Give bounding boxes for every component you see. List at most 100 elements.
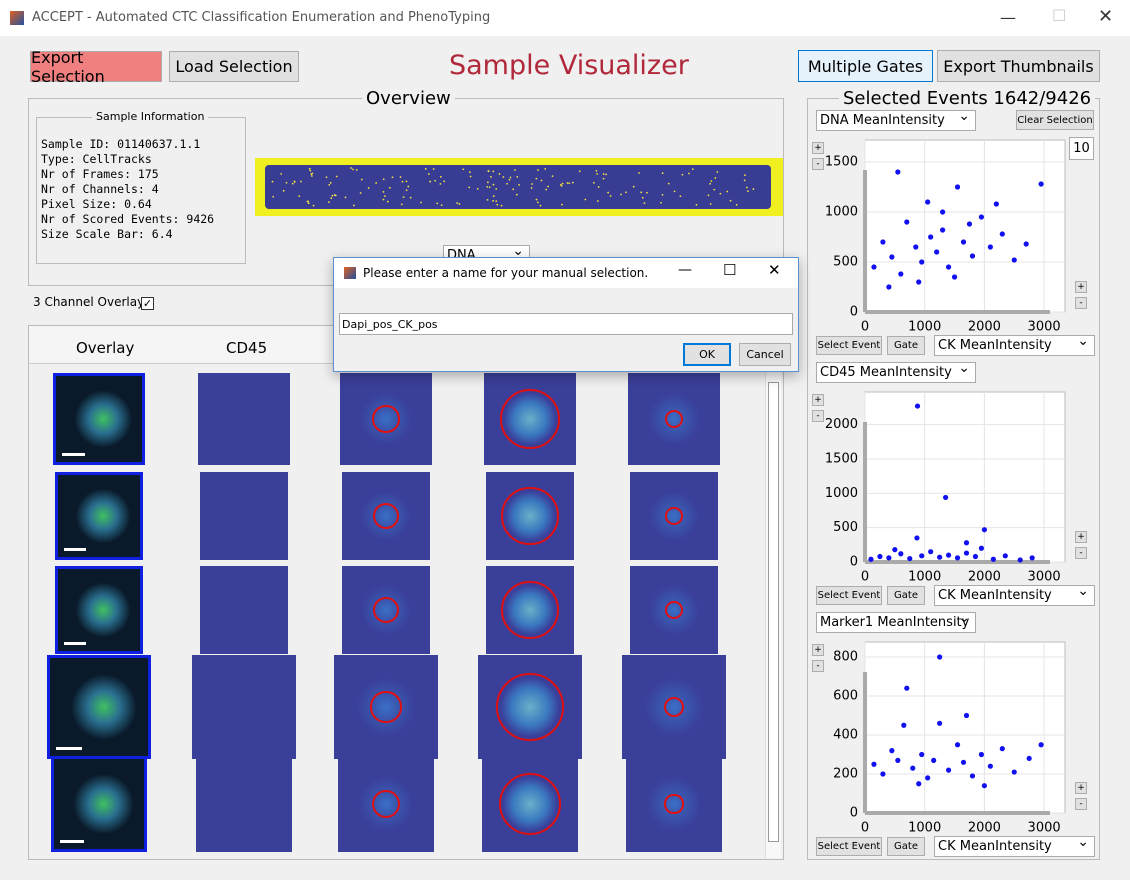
zoom-out[interactable]: - xyxy=(1075,297,1087,309)
speck xyxy=(443,180,446,183)
channel-thumb xyxy=(630,566,718,654)
point xyxy=(963,712,970,719)
dialog-maximize[interactable]: ☐ xyxy=(723,261,737,279)
point xyxy=(925,199,931,205)
speck xyxy=(439,175,442,178)
zoom-out[interactable]: - xyxy=(1075,798,1087,810)
speck xyxy=(544,168,547,170)
speck xyxy=(492,170,495,173)
zoom-out[interactable]: - xyxy=(1075,547,1087,559)
speck xyxy=(607,191,610,194)
plot-area xyxy=(864,139,1066,313)
zoom-out[interactable]: - xyxy=(812,410,824,422)
minimize[interactable]: — xyxy=(1000,8,1016,27)
speck xyxy=(597,186,600,188)
speck xyxy=(311,172,314,175)
zoom-in[interactable]: + xyxy=(812,644,824,656)
multiple-gates[interactable]: Multiple Gates xyxy=(798,50,933,82)
scale-bar xyxy=(64,642,86,645)
speck xyxy=(515,193,518,196)
speck xyxy=(512,188,515,191)
cancel-button[interactable]: Cancel xyxy=(739,343,791,366)
point xyxy=(937,554,943,560)
y-select[interactable]: CD45 MeanIntensity xyxy=(816,360,976,383)
speck xyxy=(308,167,311,170)
speck xyxy=(272,195,275,198)
x-select[interactable]: CK MeanIntensity xyxy=(934,333,1095,356)
scrollbar[interactable] xyxy=(765,368,781,858)
select-event[interactable]: Select Event xyxy=(816,336,882,355)
zoom-in[interactable]: + xyxy=(1075,281,1087,293)
speck xyxy=(468,171,471,174)
contour xyxy=(372,596,400,624)
export-thumbnails[interactable]: Export Thumbnails xyxy=(937,50,1100,82)
speck xyxy=(530,187,533,189)
speck xyxy=(344,196,347,199)
point xyxy=(993,201,999,207)
y-tick-label: 800 xyxy=(833,650,858,665)
ok-button[interactable]: OK xyxy=(683,343,731,366)
point xyxy=(945,264,952,270)
x-tick-label: 0 xyxy=(861,320,869,335)
speck xyxy=(735,203,738,206)
speck xyxy=(545,188,548,191)
zoom-in[interactable]: + xyxy=(1075,531,1087,543)
speck xyxy=(456,202,459,204)
gate[interactable]: Gate xyxy=(887,586,925,605)
point xyxy=(914,403,921,409)
speck xyxy=(402,196,405,199)
speck xyxy=(568,182,571,185)
x-select[interactable]: CK MeanIntensity xyxy=(934,834,1095,857)
zoom-in[interactable]: + xyxy=(1075,782,1087,794)
speck xyxy=(531,183,533,185)
count-box[interactable]: 10 xyxy=(1069,137,1094,160)
point xyxy=(892,547,898,553)
zoom-out[interactable]: - xyxy=(812,158,824,170)
zoom-in[interactable]: + xyxy=(812,394,824,406)
point xyxy=(914,535,920,541)
speck xyxy=(500,204,503,207)
speck xyxy=(719,192,722,195)
point xyxy=(963,540,970,546)
speck xyxy=(436,202,439,205)
contour xyxy=(372,405,400,433)
speck xyxy=(688,172,690,175)
overlay-checkbox[interactable]: ✓ xyxy=(141,297,154,310)
point xyxy=(945,552,952,558)
point xyxy=(954,742,961,748)
dialog-close[interactable]: ✕ xyxy=(768,261,781,279)
speck xyxy=(509,176,512,179)
select-event[interactable]: Select Event xyxy=(816,837,882,856)
close[interactable]: ✕ xyxy=(1098,6,1114,27)
point xyxy=(981,527,988,533)
speck xyxy=(407,185,410,188)
channel-thumb xyxy=(342,566,430,654)
y-select[interactable]: DNA MeanIntensity xyxy=(816,108,976,131)
y-tick-label: 0 xyxy=(850,806,858,821)
scroll-thumb[interactable] xyxy=(768,382,779,842)
point xyxy=(889,254,895,260)
gate[interactable]: Gate xyxy=(887,837,925,856)
name-input[interactable]: Dapi_pos_CK_pos xyxy=(339,313,793,335)
zoom-in[interactable]: + xyxy=(812,142,824,154)
speck xyxy=(488,186,491,189)
point xyxy=(916,781,922,787)
gate[interactable]: Gate xyxy=(887,336,925,355)
clear-selection[interactable]: Clear Selection xyxy=(1016,110,1094,130)
point xyxy=(898,551,904,557)
speck xyxy=(352,168,354,171)
point xyxy=(877,553,883,560)
zoom-out[interactable]: - xyxy=(812,660,824,672)
x-select[interactable]: CK MeanIntensity xyxy=(934,583,1095,606)
select-event[interactable]: Select Event xyxy=(816,586,882,605)
export-selection[interactable]: Export Selection xyxy=(30,48,162,86)
speck xyxy=(424,167,427,170)
point xyxy=(1029,555,1035,561)
dialog-minimize[interactable]: — xyxy=(678,262,692,278)
maximize[interactable]: ☐ xyxy=(1052,6,1067,25)
load-selection[interactable]: Load Selection xyxy=(169,51,299,82)
point xyxy=(871,264,877,270)
info-title: Sample Information xyxy=(92,110,209,123)
speck xyxy=(360,178,363,181)
y-select[interactable]: Marker1 MeanIntensity xyxy=(816,610,976,633)
